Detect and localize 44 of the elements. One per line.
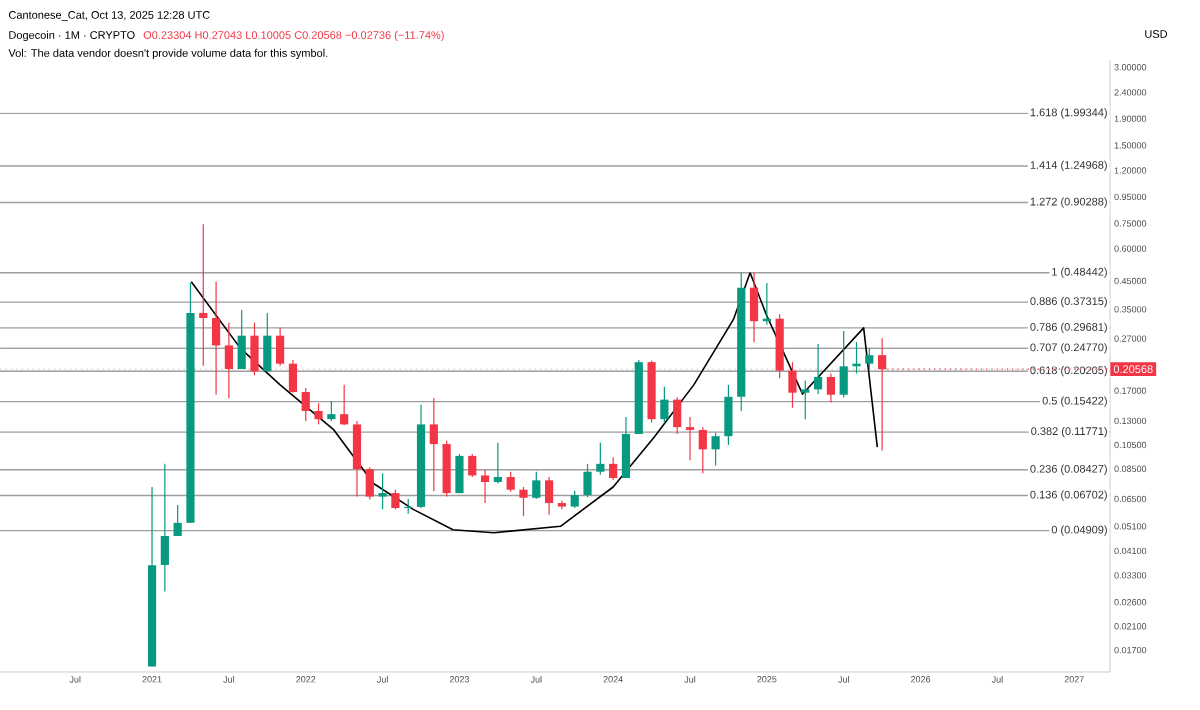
candlestick: [365, 466, 374, 501]
candlestick: [224, 322, 233, 399]
candlestick: [698, 426, 707, 474]
candlestick: [583, 463, 592, 498]
candlestick: [378, 472, 387, 510]
candlestick: [288, 359, 298, 394]
candlestick: [391, 489, 400, 510]
candlestick: [711, 432, 720, 466]
candlestick: [673, 396, 682, 435]
candlestick: [596, 442, 605, 476]
candlestick: [660, 386, 669, 424]
candlestick: [237, 309, 246, 370]
candlestick: [545, 476, 554, 516]
candlestick: [263, 312, 272, 372]
candlestick: [468, 453, 477, 478]
candlestick: [813, 343, 823, 395]
candlestick: [506, 471, 515, 493]
candlestick: [480, 469, 490, 504]
candlestick: [801, 379, 810, 420]
candlestick: [314, 402, 323, 426]
candlestick: [455, 453, 464, 494]
candlestick: [493, 442, 502, 485]
candlestick: [276, 326, 285, 367]
candlestick: [429, 397, 438, 492]
candlestick: [826, 372, 835, 404]
candlestick: [250, 322, 259, 376]
candlestick: [724, 384, 733, 446]
candlestick: [211, 281, 221, 396]
candlestick: [160, 463, 169, 593]
candlestick: [865, 347, 874, 370]
candlestick: [749, 272, 759, 343]
candlestick: [352, 420, 362, 498]
candlestick: [788, 361, 797, 409]
candlestick: [173, 504, 182, 537]
candlestick: [609, 456, 618, 481]
candlestick: [519, 486, 528, 517]
candlestick: [532, 471, 541, 500]
candlestick: [839, 330, 848, 399]
candlestick: [199, 223, 208, 367]
candlestick: [327, 400, 336, 422]
candlestick: [340, 384, 349, 426]
candlestick: [621, 416, 631, 479]
candlestick: [301, 387, 310, 422]
candlestick: [685, 416, 695, 461]
